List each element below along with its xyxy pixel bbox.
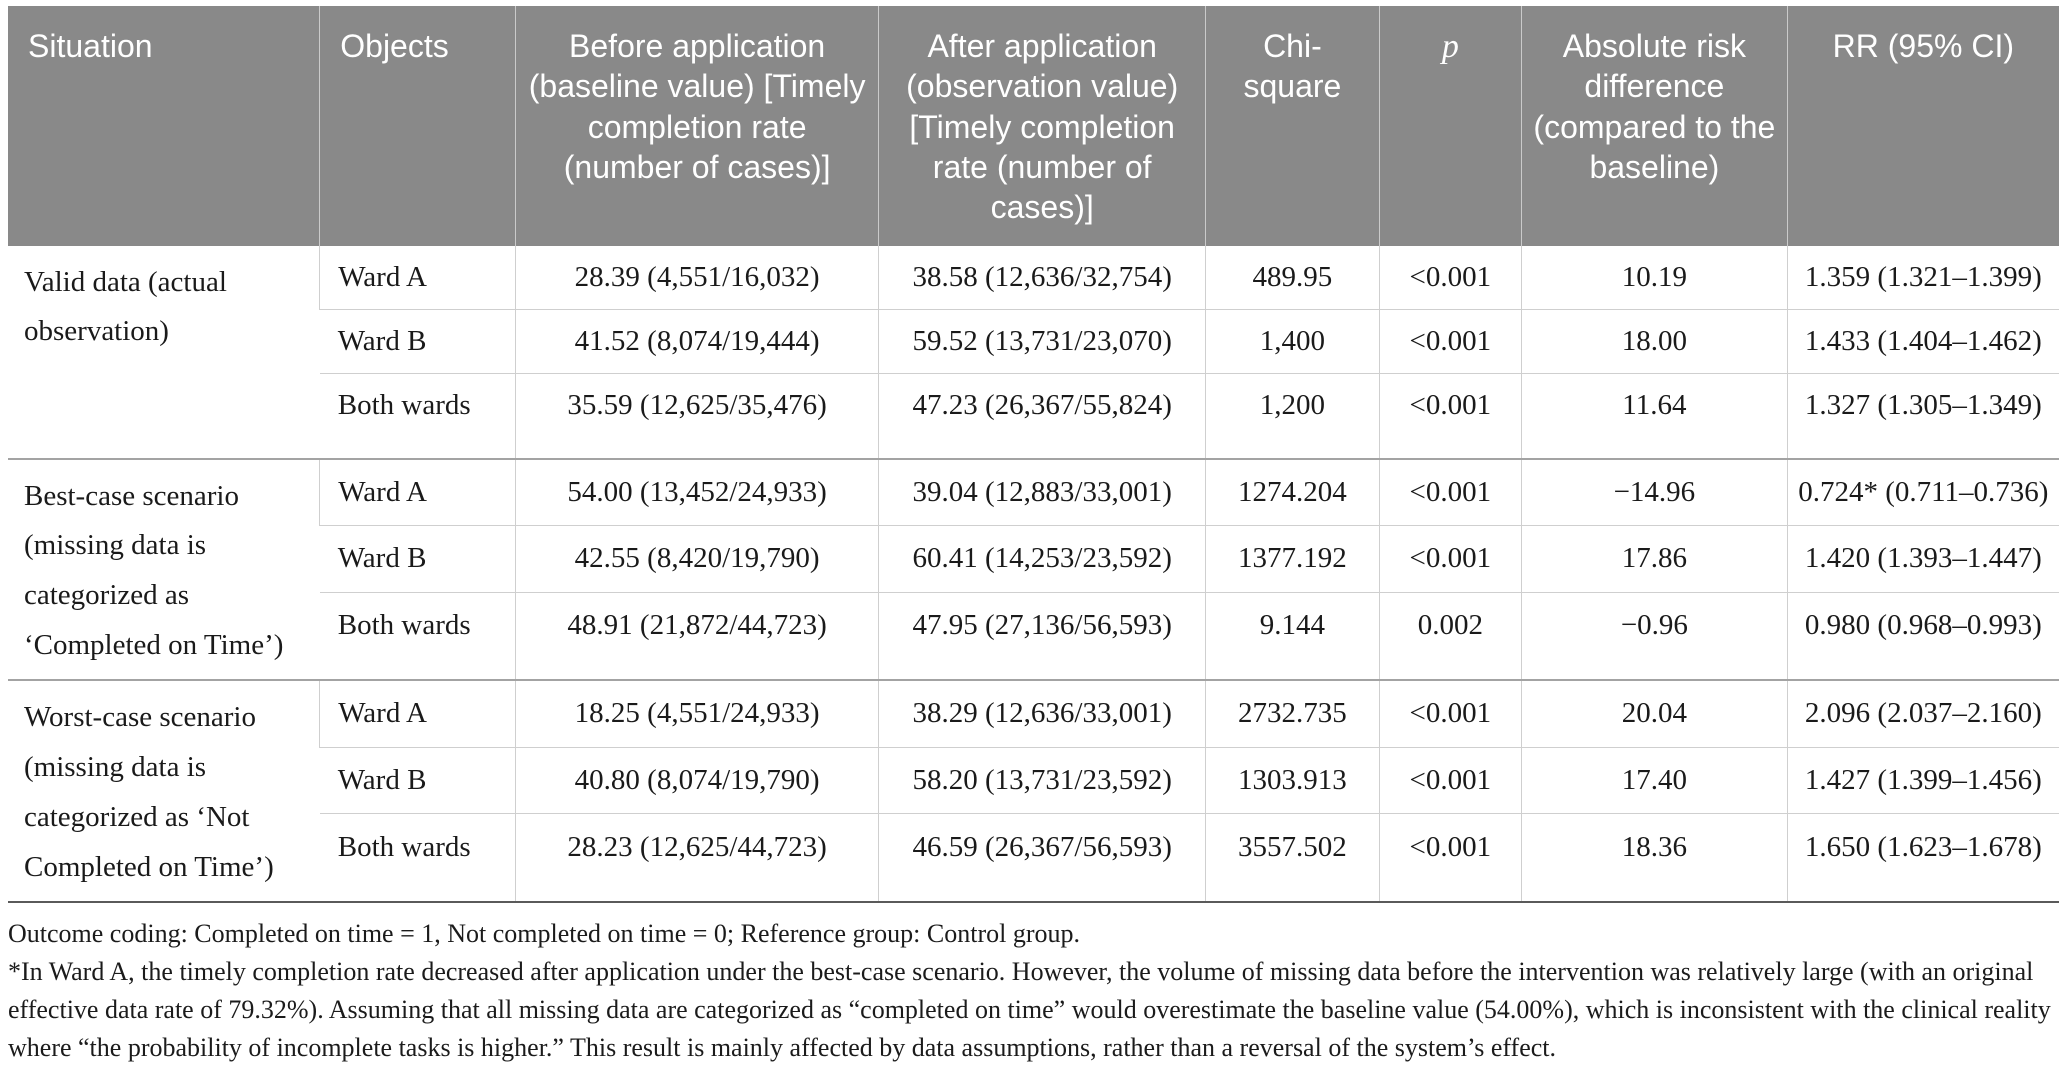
p-value-cell: <0.001 <box>1378 373 1522 459</box>
ard-cell: 11.64 <box>1521 373 1788 459</box>
table-row: Both wards 35.59 (12,625/35,476) 47.23 (… <box>8 373 2059 459</box>
object-cell: Ward A <box>319 679 516 748</box>
object-cell: Ward B <box>319 746 516 814</box>
rr-cell: 1.650 (1.623–1.678) <box>1786 813 2059 902</box>
footnote-outcome-coding: Outcome coding: Completed on time = 1, N… <box>8 918 1080 948</box>
chi-square-cell: 1303.913 <box>1205 746 1380 814</box>
rr-cell: 1.327 (1.305–1.349) <box>1786 373 2059 459</box>
object-cell: Ward B <box>319 308 516 374</box>
ard-cell: 17.86 <box>1521 525 1788 593</box>
p-value-cell: <0.001 <box>1378 308 1522 374</box>
ard-cell: 17.40 <box>1521 746 1788 814</box>
col-header-before-application: Before application (baseline value) [Tim… <box>515 6 879 246</box>
after-cell: 58.20 (13,731/23,592) <box>878 746 1206 814</box>
table-row: Ward B 40.80 (8,074/19,790) 58.20 (13,73… <box>8 746 2059 814</box>
after-cell: 46.59 (26,367/56,593) <box>878 813 1206 902</box>
object-cell: Both wards <box>319 813 516 902</box>
table-footnotes: Outcome coding: Completed on time = 1, N… <box>0 903 2067 1067</box>
before-cell: 35.59 (12,625/35,476) <box>515 373 879 459</box>
table-row: Ward B 41.52 (8,074/19,444) 59.52 (13,73… <box>8 308 2059 374</box>
chi-square-cell: 1,400 <box>1205 308 1380 374</box>
p-value-cell: <0.001 <box>1378 457 1522 526</box>
after-cell: 59.52 (13,731/23,070) <box>878 308 1206 374</box>
situation-cell: Best-case scenario (missing data is cate… <box>8 457 320 681</box>
p-value-cell: <0.001 <box>1378 245 1522 310</box>
ard-cell: −0.96 <box>1521 591 1788 681</box>
before-cell: 28.23 (12,625/44,723) <box>515 813 879 902</box>
section-worst-case: Worst-case scenario (missing data is cat… <box>8 679 2059 902</box>
before-cell: 41.52 (8,074/19,444) <box>515 308 879 374</box>
rr-cell: 2.096 (2.037–2.160) <box>1786 679 2059 748</box>
table-row: Both wards 48.91 (21,872/44,723) 47.95 (… <box>8 591 2059 681</box>
before-cell: 54.00 (13,452/24,933) <box>515 457 879 526</box>
object-cell: Ward A <box>319 245 516 310</box>
chi-square-cell: 1,200 <box>1205 373 1380 459</box>
col-header-after-application: After application (observation value) [T… <box>878 6 1206 246</box>
ard-cell: 18.00 <box>1521 308 1788 374</box>
col-header-chi-square: Chi-square <box>1205 6 1380 246</box>
before-cell: 28.39 (4,551/16,032) <box>515 245 879 310</box>
table-row: Ward B 42.55 (8,420/19,790) 60.41 (14,25… <box>8 525 2059 593</box>
before-cell: 40.80 (8,074/19,790) <box>515 746 879 814</box>
after-cell: 38.29 (12,636/33,001) <box>878 679 1206 748</box>
object-cell: Both wards <box>319 373 516 459</box>
p-value-cell: 0.002 <box>1378 591 1522 681</box>
p-value-cell: <0.001 <box>1378 525 1522 593</box>
section-best-case: Best-case scenario (missing data is cate… <box>8 457 2059 681</box>
chi-square-cell: 3557.502 <box>1205 813 1380 902</box>
after-cell: 47.95 (27,136/56,593) <box>878 591 1206 681</box>
section-valid-data: Valid data (actual observation) Ward A 2… <box>8 245 2059 459</box>
rr-cell: 1.359 (1.321–1.399) <box>1786 245 2059 310</box>
after-cell: 60.41 (14,253/23,592) <box>878 525 1206 593</box>
situation-cell: Valid data (actual observation) <box>8 245 320 459</box>
after-cell: 39.04 (12,883/33,001) <box>878 457 1206 526</box>
col-header-absolute-risk-difference: Absolute risk difference (compared to th… <box>1521 6 1788 246</box>
before-cell: 42.55 (8,420/19,790) <box>515 525 879 593</box>
col-header-p-value: p <box>1378 6 1522 246</box>
p-value-cell: <0.001 <box>1378 746 1522 814</box>
col-header-rr-ci: RR (95% CI) <box>1786 6 2059 246</box>
before-cell: 18.25 (4,551/24,933) <box>515 679 879 748</box>
col-header-situation: Situation <box>8 6 320 246</box>
ard-cell: 10.19 <box>1521 245 1788 310</box>
table-header: Situation Objects Before application (ba… <box>8 6 2059 246</box>
p-value-cell: <0.001 <box>1378 679 1522 748</box>
ard-cell: 18.36 <box>1521 813 1788 902</box>
col-header-objects: Objects <box>319 6 516 246</box>
rr-cell: 1.427 (1.399–1.456) <box>1786 746 2059 814</box>
ard-cell: 20.04 <box>1521 679 1788 748</box>
chi-square-cell: 9.144 <box>1205 591 1380 681</box>
object-cell: Ward B <box>319 525 516 593</box>
rr-cell: 0.980 (0.968–0.993) <box>1786 591 2059 681</box>
after-cell: 47.23 (26,367/55,824) <box>878 373 1206 459</box>
footnote-asterisk: *In Ward A, the timely completion rate d… <box>8 956 2051 1062</box>
table-row: Worst-case scenario (missing data is cat… <box>8 679 2059 902</box>
chi-square-cell: 2732.735 <box>1205 679 1380 748</box>
after-cell: 38.58 (12,636/32,754) <box>878 245 1206 310</box>
before-cell: 48.91 (21,872/44,723) <box>515 591 879 681</box>
table-row: Both wards 28.23 (12,625/44,723) 46.59 (… <box>8 813 2059 902</box>
situation-cell: Worst-case scenario (missing data is cat… <box>8 679 320 902</box>
chi-square-cell: 1274.204 <box>1205 457 1380 526</box>
table-row: Best-case scenario (missing data is cate… <box>8 457 2059 681</box>
table-row: Valid data (actual observation) Ward A 2… <box>8 245 2059 459</box>
results-table-wrap: Situation Objects Before application (ba… <box>8 6 2059 903</box>
sensitivity-analysis-table: Situation Objects Before application (ba… <box>8 6 2059 903</box>
chi-square-cell: 489.95 <box>1205 245 1380 310</box>
object-cell: Both wards <box>319 591 516 681</box>
rr-cell: 1.433 (1.404–1.462) <box>1786 308 2059 374</box>
object-cell: Ward A <box>319 457 516 526</box>
chi-square-cell: 1377.192 <box>1205 525 1380 593</box>
rr-cell: 1.420 (1.393–1.447) <box>1786 525 2059 593</box>
p-value-cell: <0.001 <box>1378 813 1522 902</box>
rr-cell: 0.724* (0.711–0.736) <box>1786 457 2059 526</box>
ard-cell: −14.96 <box>1521 457 1788 526</box>
